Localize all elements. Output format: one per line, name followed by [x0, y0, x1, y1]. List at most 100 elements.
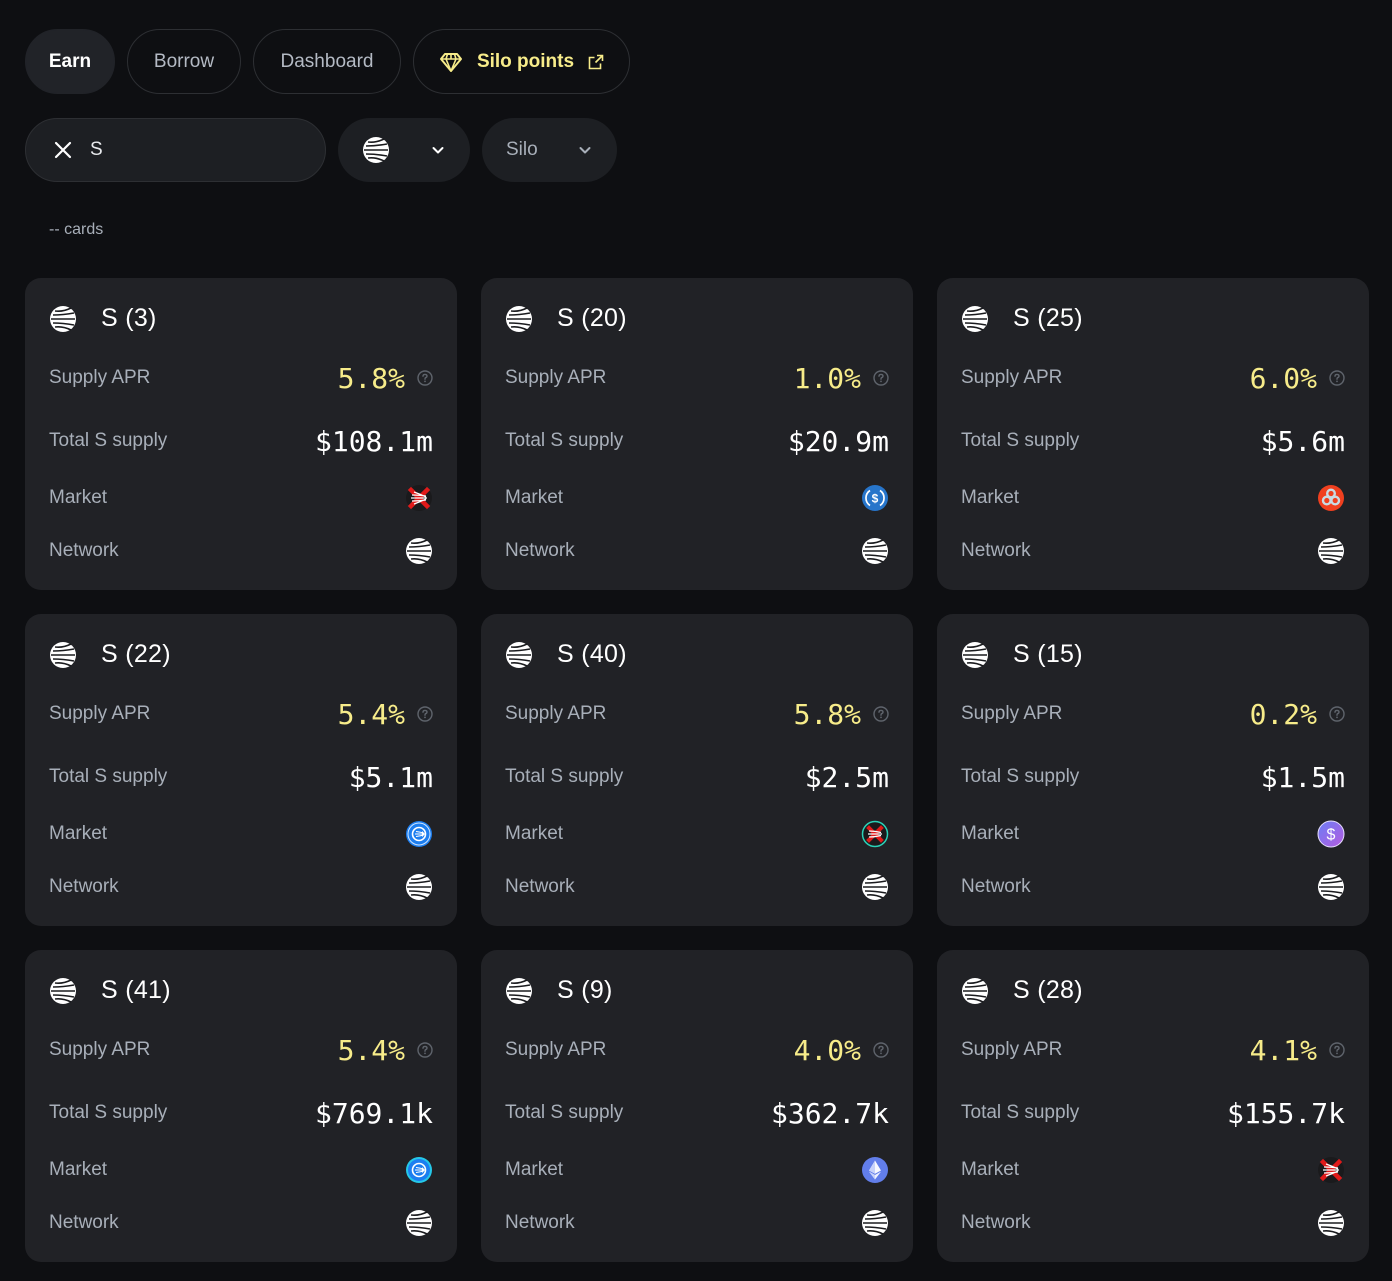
supply-apr-row: Supply APR 5.4% [49, 697, 433, 731]
help-icon[interactable] [1329, 1042, 1345, 1058]
purple-dollar-icon [1317, 820, 1345, 848]
supply-apr-row: Supply APR 6.0% [961, 362, 1345, 395]
market-label: Market [49, 823, 108, 844]
market-card[interactable]: S (40) Supply APR 5.8% Total S supply $2… [481, 614, 913, 926]
help-icon[interactable] [417, 1042, 433, 1058]
sonic-icon [405, 873, 433, 901]
supply-apr-value: 5.8% [793, 697, 861, 731]
total-supply-row: Total S supply $108.1m [49, 424, 433, 458]
network-row: Network [49, 873, 433, 901]
network-select[interactable] [338, 118, 470, 182]
help-icon[interactable] [417, 706, 433, 722]
silo-points-label: Silo points [476, 50, 575, 72]
supply-apr-label: Supply APR [49, 703, 151, 724]
market-row: Market [961, 484, 1345, 512]
card-header: S (9) [505, 976, 613, 1005]
network-row: Network [505, 537, 889, 565]
total-supply-value: $769.1k [314, 1096, 433, 1130]
market-card[interactable]: S (9) Supply APR 4.0% Total S supply $36… [481, 950, 913, 1262]
card-header: S (25) [961, 304, 1083, 333]
search-input[interactable] [90, 139, 290, 161]
supply-apr-label: Supply APR [505, 1039, 607, 1060]
total-supply-label: Total S supply [961, 430, 1080, 451]
card-title: S (41) [101, 976, 171, 1004]
market-card[interactable]: S (41) Supply APR 5.4% Total S supply $7… [25, 950, 457, 1262]
diamond-icon [439, 52, 462, 72]
total-supply-label: Total S supply [49, 430, 168, 451]
network-label: Network [49, 540, 119, 561]
help-icon[interactable] [1329, 370, 1345, 386]
sonic-red-x-icon [405, 484, 433, 512]
market-card[interactable]: S (15) Supply APR 0.2% Total S supply $1… [937, 614, 1369, 926]
market-card[interactable]: S (20) Supply APR 1.0% Total S supply $2… [481, 278, 913, 590]
market-row: Market [961, 820, 1345, 848]
total-supply-label: Total S supply [505, 1102, 624, 1123]
network-row: Network [961, 873, 1345, 901]
total-supply-value: $20.9m [787, 424, 889, 458]
market-label: Market [505, 487, 564, 508]
card-title: S (9) [557, 976, 613, 1004]
filters-bar: Silo [25, 118, 617, 182]
protocol-select[interactable]: Silo [482, 118, 617, 182]
sonic-icon [1317, 1209, 1345, 1237]
supply-apr-value: 4.0% [793, 1033, 861, 1067]
tab-earn[interactable]: Earn [25, 29, 115, 94]
supply-apr-row: Supply APR 1.0% [505, 362, 889, 395]
supply-apr-value-wrap: 1.0% [794, 362, 889, 395]
total-supply-row: Total S supply $5.1m [49, 760, 433, 794]
market-row: Market [961, 1156, 1345, 1184]
network-label: Network [961, 876, 1031, 897]
total-supply-value: $362.7k [770, 1096, 889, 1130]
sonic-icon [405, 537, 433, 565]
total-supply-label: Total S supply [961, 766, 1080, 787]
total-supply-row: Total S supply $362.7k [505, 1096, 889, 1130]
close-icon[interactable] [52, 139, 74, 161]
market-card[interactable]: S (25) Supply APR 6.0% Total S supply $5… [937, 278, 1369, 590]
supply-apr-label: Supply APR [505, 703, 607, 724]
market-label: Market [961, 823, 1020, 844]
network-row: Network [49, 1209, 433, 1237]
chevron-down-icon [432, 147, 444, 154]
card-title: S (22) [101, 640, 171, 668]
total-supply-row: Total S supply $769.1k [49, 1096, 433, 1130]
total-supply-label: Total S supply [961, 1102, 1080, 1123]
help-icon[interactable] [417, 370, 433, 386]
card-title: S (40) [557, 640, 627, 668]
market-label: Market [49, 1159, 108, 1180]
help-icon[interactable] [873, 370, 889, 386]
market-card[interactable]: S (3) Supply APR 5.8% Total S supply $10… [25, 278, 457, 590]
help-icon[interactable] [873, 1042, 889, 1058]
help-icon[interactable] [1329, 706, 1345, 722]
sonic-icon [505, 305, 533, 333]
sonic-icon [405, 1209, 433, 1237]
market-row: Market [49, 484, 433, 512]
sonic-icon [961, 305, 989, 333]
card-header: S (41) [49, 976, 171, 1005]
sonic-icon [505, 977, 533, 1005]
sonic-icon [505, 641, 533, 669]
network-row: Network [961, 537, 1345, 565]
supply-apr-row: Supply APR 5.8% [49, 362, 433, 395]
silo-points-link[interactable]: Silo points [413, 29, 630, 94]
sonic-icon [861, 1209, 889, 1237]
market-card[interactable]: S (22) Supply APR 5.4% Total S supply $5… [25, 614, 457, 926]
tab-borrow[interactable]: Borrow [127, 29, 241, 94]
supply-apr-value: 5.4% [337, 697, 405, 731]
help-icon[interactable] [873, 706, 889, 722]
total-supply-row: Total S supply $20.9m [505, 424, 889, 458]
sonic-red-x-teal-ring-icon [861, 820, 889, 848]
supply-apr-value-wrap: 5.8% [338, 362, 433, 395]
market-card[interactable]: S (28) Supply APR 4.1% Total S supply $1… [937, 950, 1369, 1262]
network-label: Network [49, 1212, 119, 1233]
network-row: Network [49, 537, 433, 565]
total-supply-value: $2.5m [804, 760, 889, 794]
card-title: S (15) [1013, 640, 1083, 668]
total-supply-label: Total S supply [505, 766, 624, 787]
market-row: Market [505, 484, 889, 512]
tab-dashboard[interactable]: Dashboard [253, 29, 401, 94]
market-label: Market [505, 823, 564, 844]
card-header: S (20) [505, 304, 627, 333]
supply-apr-value: 1.0% [793, 361, 861, 395]
card-title: S (3) [101, 304, 157, 332]
sonic-icon [961, 641, 989, 669]
